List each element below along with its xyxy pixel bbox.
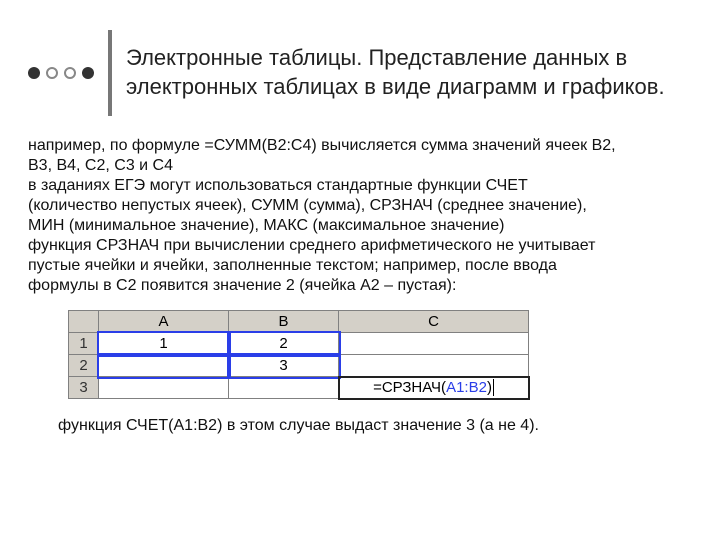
spreadsheet[interactable]: A B C 1 1 2 2 3 3 =СРЗНАЧ(A1:B2) bbox=[68, 310, 529, 399]
cell-a3[interactable] bbox=[99, 377, 229, 399]
cell-b2[interactable]: 3 bbox=[229, 355, 339, 377]
text-line: пустые ячейки и ячейки, заполненные текс… bbox=[28, 257, 557, 274]
row-header-3[interactable]: 3 bbox=[69, 377, 99, 399]
formula-prefix: =СРЗНАЧ( bbox=[373, 379, 446, 396]
page-title: Электронные таблицы. Представление данны… bbox=[126, 44, 692, 101]
col-header-a[interactable]: A bbox=[99, 311, 229, 333]
formula-range: A1:B2 bbox=[446, 379, 487, 396]
cell-c3-formula[interactable]: =СРЗНАЧ(A1:B2) bbox=[339, 377, 529, 399]
cell-a2[interactable] bbox=[99, 355, 229, 377]
bullet-icon bbox=[46, 67, 58, 79]
caret-icon bbox=[492, 379, 494, 396]
cell-c2[interactable] bbox=[339, 355, 529, 377]
bullet-group bbox=[28, 67, 94, 79]
body-text: например, по формуле =СУММ(В2:С4) вычисл… bbox=[28, 136, 692, 296]
slide-header: Электронные таблицы. Представление данны… bbox=[28, 30, 692, 116]
col-header-b[interactable]: B bbox=[229, 311, 339, 333]
row-header-2[interactable]: 2 bbox=[69, 355, 99, 377]
text-line: В3, В4, С2, С3 и С4 bbox=[28, 157, 173, 174]
cell-a1[interactable]: 1 bbox=[99, 333, 229, 355]
text-line: (количество непустых ячеек), СУММ (сумма… bbox=[28, 197, 587, 214]
text-line: в заданиях ЕГЭ могут использоваться стан… bbox=[28, 177, 528, 194]
text-line: функция СРЗНАЧ при вычислении среднего а… bbox=[28, 237, 595, 254]
bullet-icon bbox=[82, 67, 94, 79]
cell-c1[interactable] bbox=[339, 333, 529, 355]
footnote-text: функция СЧЕТ(A1:B2) в этом случае выдаст… bbox=[58, 417, 692, 435]
text-line: МИН (минимальное значение), МАКС (максим… bbox=[28, 217, 504, 234]
text-line: формулы в С2 появится значение 2 (ячейка… bbox=[28, 277, 456, 294]
cell-b3[interactable] bbox=[229, 377, 339, 399]
divider bbox=[108, 30, 112, 116]
select-all-corner[interactable] bbox=[69, 311, 99, 333]
row-header-1[interactable]: 1 bbox=[69, 333, 99, 355]
col-header-c[interactable]: C bbox=[339, 311, 529, 333]
text-line: например, по формуле =СУММ(В2:С4) вычисл… bbox=[28, 137, 616, 154]
bullet-icon bbox=[28, 67, 40, 79]
bullet-icon bbox=[64, 67, 76, 79]
cell-b1[interactable]: 2 bbox=[229, 333, 339, 355]
